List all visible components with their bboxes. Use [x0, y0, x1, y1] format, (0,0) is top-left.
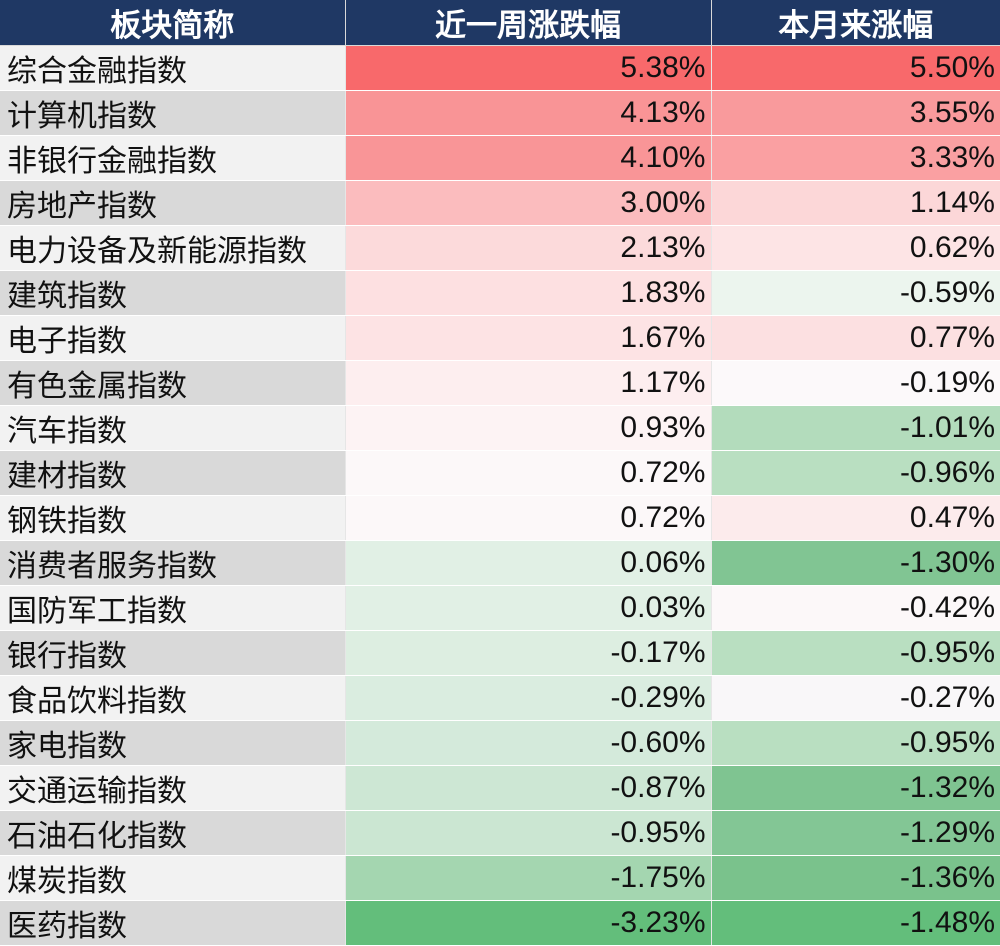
sector-name-cell: 食品饮料指数: [0, 675, 346, 721]
sector-name-cell: 医药指数: [0, 900, 346, 946]
week-change-cell: -0.95%: [345, 810, 712, 856]
week-change-cell: 4.10%: [345, 135, 712, 181]
week-change-cell: -3.23%: [345, 900, 712, 946]
table-row: 银行指数 -0.17% -0.95%: [0, 630, 1000, 676]
month-change-cell: 0.77%: [711, 315, 1000, 361]
month-change-cell: -0.95%: [711, 720, 1000, 766]
month-change-cell: 3.33%: [711, 135, 1000, 181]
week-change-cell: 1.67%: [345, 315, 712, 361]
table-row: 有色金属指数 1.17% -0.19%: [0, 360, 1000, 406]
table-row: 汽车指数 0.93% -1.01%: [0, 405, 1000, 451]
table-row: 石油石化指数 -0.95% -1.29%: [0, 810, 1000, 856]
week-change-cell: 0.72%: [345, 450, 712, 496]
sector-name-cell: 交通运输指数: [0, 765, 346, 811]
sector-name-cell: 煤炭指数: [0, 855, 346, 901]
month-change-cell: 5.50%: [711, 45, 1000, 91]
week-change-cell: 2.13%: [345, 225, 712, 271]
table-row: 家电指数 -0.60% -0.95%: [0, 720, 1000, 766]
sector-name-cell: 综合金融指数: [0, 45, 346, 91]
week-change-cell: 0.72%: [345, 495, 712, 541]
week-change-cell: -0.17%: [345, 630, 712, 676]
week-change-cell: 5.38%: [345, 45, 712, 91]
month-change-cell: -1.01%: [711, 405, 1000, 451]
sector-name-cell: 电力设备及新能源指数: [0, 225, 346, 271]
table-row: 医药指数 -3.23% -1.48%: [0, 900, 1000, 946]
sector-name-cell: 汽车指数: [0, 405, 346, 451]
sector-name-cell: 家电指数: [0, 720, 346, 766]
week-change-cell: -0.29%: [345, 675, 712, 721]
sector-name-cell: 电子指数: [0, 315, 346, 361]
table-row: 建筑指数 1.83% -0.59%: [0, 270, 1000, 316]
month-change-cell: -1.29%: [711, 810, 1000, 856]
table-row: 非银行金融指数 4.10% 3.33%: [0, 135, 1000, 181]
header-row: 板块简称 近一周涨跌幅 本月来涨幅: [0, 0, 1000, 46]
sector-name-cell: 非银行金融指数: [0, 135, 346, 181]
header-week-change[interactable]: 近一周涨跌幅: [345, 0, 712, 46]
month-change-cell: -0.59%: [711, 270, 1000, 316]
week-change-cell: 0.06%: [345, 540, 712, 586]
table-row: 消费者服务指数 0.06% -1.30%: [0, 540, 1000, 586]
month-change-cell: -0.42%: [711, 585, 1000, 631]
sector-name-cell: 消费者服务指数: [0, 540, 346, 586]
table-row: 综合金融指数 5.38% 5.50%: [0, 45, 1000, 91]
header-month-change[interactable]: 本月来涨幅: [711, 0, 1000, 46]
table-row: 电力设备及新能源指数 2.13% 0.62%: [0, 225, 1000, 271]
table-row: 电子指数 1.67% 0.77%: [0, 315, 1000, 361]
month-change-cell: -1.36%: [711, 855, 1000, 901]
month-change-cell: -0.95%: [711, 630, 1000, 676]
month-change-cell: 1.14%: [711, 180, 1000, 226]
sector-name-cell: 国防军工指数: [0, 585, 346, 631]
week-change-cell: 1.17%: [345, 360, 712, 406]
sector-name-cell: 银行指数: [0, 630, 346, 676]
sector-name-cell: 建筑指数: [0, 270, 346, 316]
table-row: 食品饮料指数 -0.29% -0.27%: [0, 675, 1000, 721]
table-row: 煤炭指数 -1.75% -1.36%: [0, 855, 1000, 901]
sector-name-cell: 有色金属指数: [0, 360, 346, 406]
week-change-cell: 0.03%: [345, 585, 712, 631]
table-row: 国防军工指数 0.03% -0.42%: [0, 585, 1000, 631]
week-change-cell: -0.60%: [345, 720, 712, 766]
sector-name-cell: 石油石化指数: [0, 810, 346, 856]
sector-name-cell: 钢铁指数: [0, 495, 346, 541]
month-change-cell: 0.62%: [711, 225, 1000, 271]
week-change-cell: 1.83%: [345, 270, 712, 316]
table-row: 房地产指数 3.00% 1.14%: [0, 180, 1000, 226]
table-row: 钢铁指数 0.72% 0.47%: [0, 495, 1000, 541]
month-change-cell: -0.96%: [711, 450, 1000, 496]
table-row: 交通运输指数 -0.87% -1.32%: [0, 765, 1000, 811]
month-change-cell: -1.48%: [711, 900, 1000, 946]
week-change-cell: -0.87%: [345, 765, 712, 811]
month-change-cell: -1.30%: [711, 540, 1000, 586]
month-change-cell: -0.19%: [711, 360, 1000, 406]
week-change-cell: 3.00%: [345, 180, 712, 226]
month-change-cell: 0.47%: [711, 495, 1000, 541]
table-row: 计算机指数 4.13% 3.55%: [0, 90, 1000, 136]
week-change-cell: -1.75%: [345, 855, 712, 901]
month-change-cell: -1.32%: [711, 765, 1000, 811]
sector-name-cell: 计算机指数: [0, 90, 346, 136]
week-change-cell: 0.93%: [345, 405, 712, 451]
sector-name-cell: 建材指数: [0, 450, 346, 496]
week-change-cell: 4.13%: [345, 90, 712, 136]
header-sector-name[interactable]: 板块简称: [0, 0, 346, 46]
month-change-cell: 3.55%: [711, 90, 1000, 136]
table-row: 建材指数 0.72% -0.96%: [0, 450, 1000, 496]
sector-name-cell: 房地产指数: [0, 180, 346, 226]
month-change-cell: -0.27%: [711, 675, 1000, 721]
